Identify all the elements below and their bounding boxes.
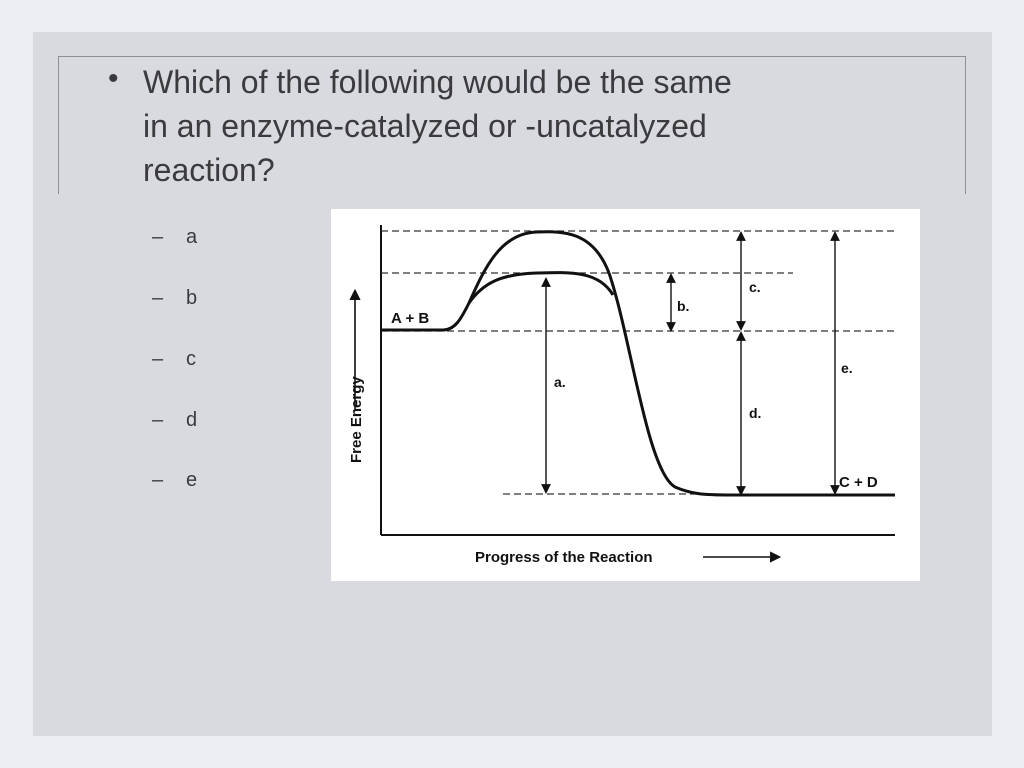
option-e: – e: [152, 469, 197, 492]
option-label: a: [186, 226, 198, 248]
option-label: d: [186, 409, 198, 431]
x-axis-label: Progress of the Reaction: [475, 549, 653, 566]
catalyzed-curve: [467, 271, 615, 304]
uncatalyzed-curve: [381, 230, 611, 332]
option-d: – d: [152, 409, 197, 432]
title-frame: [58, 56, 966, 194]
option-a: – a: [152, 226, 197, 249]
label-b: b.: [677, 298, 689, 314]
option-dash: –: [152, 287, 164, 309]
y-axis-label: Free Energy: [348, 376, 365, 463]
option-label: c: [186, 348, 196, 370]
product-curve: [607, 272, 895, 497]
option-b: – b: [152, 287, 197, 310]
option-dash: –: [152, 409, 164, 431]
label-c: c.: [749, 279, 761, 295]
reactants-label: A + B: [391, 310, 429, 327]
label-d: d.: [749, 405, 761, 421]
option-dash: –: [152, 226, 164, 248]
option-label: b: [186, 287, 198, 309]
option-dash: –: [152, 348, 164, 370]
label-e: e.: [841, 360, 853, 376]
question-bullet: •: [108, 62, 119, 95]
option-label: e: [186, 469, 198, 491]
products-label: C + D: [839, 474, 878, 491]
option-c: – c: [152, 348, 196, 371]
option-dash: –: [152, 469, 164, 491]
energy-diagram: A + B C + D a. b. c. d. e. Free Energy P…: [331, 209, 920, 581]
label-a: a.: [554, 374, 566, 390]
question-text: Which of the following would be the same…: [143, 64, 732, 188]
energy-diagram-svg: A + B C + D a. b. c. d. e. Free Energy P…: [348, 225, 895, 566]
